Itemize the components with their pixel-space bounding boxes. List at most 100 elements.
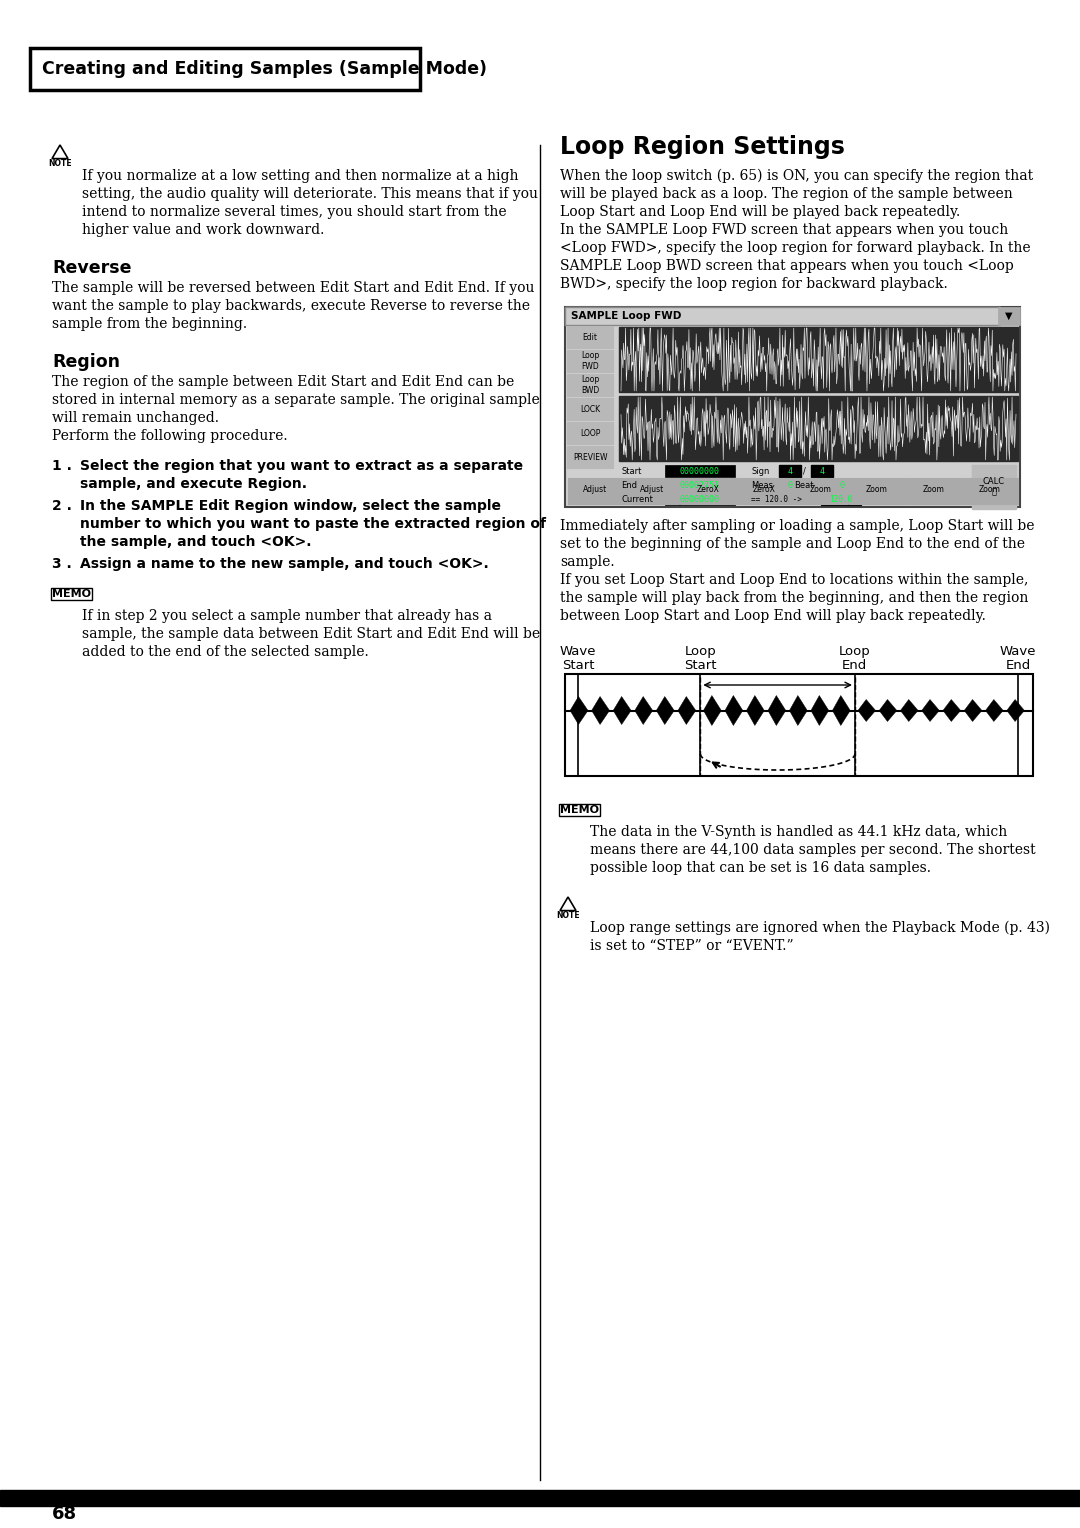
Text: If you normalize at a low setting and then normalize at a high: If you normalize at a low setting and th… [82,170,518,183]
Text: If in step 2 you select a sample number that already has a: If in step 2 you select a sample number … [82,610,492,623]
Text: 00000000: 00000000 [680,495,720,504]
Text: Edit: Edit [582,333,597,341]
Bar [567,422,613,445]
Text: Perform the following procedure.: Perform the following procedure. [52,429,287,443]
Text: Zoom: Zoom [922,486,944,495]
Text: number to which you want to paste the extracted region of: number to which you want to paste the ex… [80,516,546,532]
Polygon shape [635,697,652,724]
Text: the sample, and touch <OK>.: the sample, and touch <OK>. [80,535,311,549]
Text: Loop: Loop [839,645,870,659]
Text: SAMPLE Loop FWD: SAMPLE Loop FWD [571,312,681,321]
Polygon shape [986,700,1003,721]
Text: BWD>, specify the loop region for backward playback.: BWD>, specify the loop region for backwa… [561,277,948,290]
Polygon shape [678,697,696,724]
Text: LOOP: LOOP [580,428,600,437]
Text: Zoom: Zoom [810,486,832,495]
Bar [793,477,849,504]
Text: Beat: Beat [794,480,813,489]
Text: set to the beginning of the sample and Loop End to the end of the: set to the beginning of the sample and L… [561,536,1025,552]
Text: PREVIEW: PREVIEW [572,452,607,461]
Polygon shape [613,697,631,724]
Text: LOCK: LOCK [580,405,600,414]
Text: NOTE: NOTE [49,159,71,168]
Text: NOTE: NOTE [556,911,580,920]
Bar [565,307,1000,325]
Text: In the SAMPLE Edit Region window, select the sample: In the SAMPLE Edit Region window, select… [80,500,501,513]
Text: Start: Start [621,466,642,475]
Text: Loop: Loop [685,645,716,659]
Bar [567,446,613,468]
Text: In the SAMPLE Loop FWD screen that appears when you touch: In the SAMPLE Loop FWD screen that appea… [561,223,1009,237]
Bar [811,465,833,477]
Bar [567,374,613,396]
Text: Zoom: Zoom [978,486,1001,495]
Text: == 120.0 ->: == 120.0 -> [751,495,801,504]
Text: Start: Start [562,659,594,672]
Text: possible loop that can be set is 16 data samples.: possible loop that can be set is 16 data… [590,860,931,876]
Bar [30,47,420,90]
Text: Wave: Wave [1000,645,1036,659]
Text: Sign: Sign [751,466,769,475]
Text: Loop Start and Loop End will be played back repeatedly.: Loop Start and Loop End will be played b… [561,205,960,219]
Text: The sample will be reversed between Edit Start and Edit End. If you: The sample will be reversed between Edit… [52,281,535,295]
Text: 2 .: 2 . [52,500,72,513]
Polygon shape [592,697,609,724]
Bar [619,396,1018,461]
Polygon shape [879,700,896,721]
Bar [680,477,735,504]
Text: Select the region that you want to extract as a separate: Select the region that you want to extra… [80,458,523,474]
Bar [665,494,735,504]
Bar [779,465,801,477]
Polygon shape [789,695,807,726]
Bar [565,307,1000,325]
Bar [906,477,961,504]
Polygon shape [943,700,960,721]
Text: 00000000: 00000000 [680,466,720,475]
Text: 4: 4 [787,466,793,475]
Text: between Loop Start and Loop End will play back repeatedly.: between Loop Start and Loop End will pla… [561,610,986,623]
Polygon shape [746,695,765,726]
Text: Immediately after sampling or loading a sample, Loop Start will be: Immediately after sampling or loading a … [561,520,1035,533]
Bar [567,397,613,420]
Text: is set to “STEP” or “EVENT.”: is set to “STEP” or “EVENT.” [590,940,794,953]
Polygon shape [657,697,674,724]
Text: ZeroX: ZeroX [753,486,775,495]
Text: /: / [802,466,806,475]
Bar [624,477,679,504]
Bar [849,477,905,504]
Polygon shape [811,695,828,726]
Bar [0,1490,1080,1507]
Bar [665,465,735,477]
Text: Assign a name to the new sample, and touch <OK>.: Assign a name to the new sample, and tou… [80,558,489,571]
Bar [619,327,1018,393]
Text: Current: Current [621,495,653,504]
Text: intend to normalize several times, you should start from the: intend to normalize several times, you s… [82,205,507,219]
Text: want the sample to play backwards, execute Reverse to reverse the: want the sample to play backwards, execu… [52,299,530,313]
Bar [779,478,801,490]
Text: End: End [1005,659,1030,672]
Text: 120.0: 120.0 [829,495,852,504]
Polygon shape [921,700,940,721]
Text: Creating and Editing Samples (Sample Mode): Creating and Editing Samples (Sample Mod… [42,60,487,78]
Text: 3 .: 3 . [52,558,71,571]
Polygon shape [964,700,982,721]
Text: Reverse: Reverse [52,260,132,277]
Text: 0: 0 [839,480,845,489]
Text: Zoom: Zoom [866,486,888,495]
Text: added to the end of the selected sample.: added to the end of the selected sample. [82,645,368,659]
Polygon shape [833,695,850,726]
Text: <Loop FWD>, specify the loop region for forward playback. In the: <Loop FWD>, specify the loop region for … [561,241,1030,255]
Polygon shape [768,695,786,726]
Text: Loop range settings are ignored when the Playback Mode (p. 43): Loop range settings are ignored when the… [590,921,1050,935]
Text: ▼: ▼ [1005,312,1013,321]
Text: will be played back as a loop. The region of the sample between: will be played back as a loop. The regio… [561,186,1013,202]
Bar [972,465,1016,509]
Text: The region of the sample between Edit Start and Edit End can be: The region of the sample between Edit St… [52,374,514,390]
Text: CALC
🔢: CALC 🔢 [983,477,1005,497]
Bar [567,325,613,348]
Text: End: End [621,480,637,489]
Polygon shape [570,697,588,724]
Text: means there are 44,100 data samples per second. The shortest: means there are 44,100 data samples per … [590,843,1036,857]
Text: End: End [842,659,867,672]
Text: the sample will play back from the beginning, and then the region: the sample will play back from the begin… [561,591,1028,605]
